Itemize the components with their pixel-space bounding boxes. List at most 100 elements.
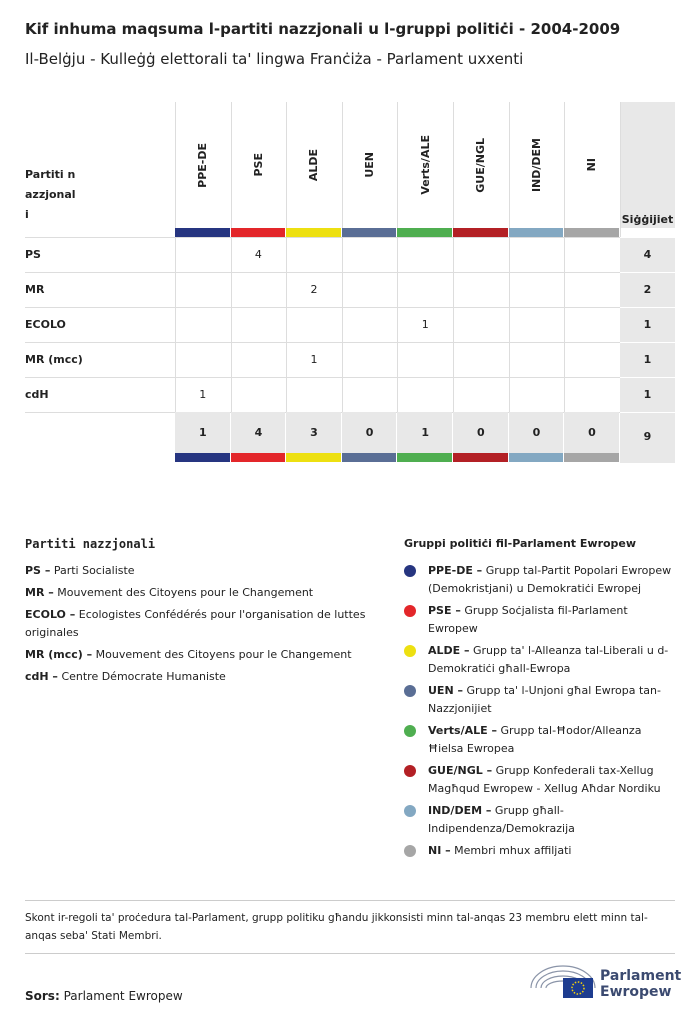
party-label: cdH [25, 388, 49, 401]
group-header: PSE [231, 102, 287, 228]
group-name: IND/DEM [529, 137, 543, 193]
logo-text: Parlament Ewropew [600, 968, 681, 1000]
legend-dot [404, 645, 416, 657]
color-strip [508, 453, 564, 462]
legend-dot [404, 565, 416, 577]
abbr: PS – [25, 564, 51, 577]
full-name: Mouvement des Citoyens pour le Changemen… [95, 648, 352, 661]
full-name: Grupp tal-Ħodor/Alleanza Ħielsa Ewropea [428, 724, 642, 755]
total-cell-bg [230, 412, 286, 453]
total-cell-bg [620, 342, 675, 377]
group-total: 0 [476, 426, 485, 439]
group-legend-item: UEN – Grupp ta' l-Unjoni għal Ewropa tan… [428, 682, 673, 718]
group-total: 0 [365, 426, 374, 439]
abbr: GUE/NGL – [428, 764, 493, 777]
total-cell-bg [564, 412, 619, 453]
legend-title: Partiti nazzjonali [25, 537, 156, 551]
color-strip [341, 228, 397, 237]
corner-label: Partiti nazzjonali [25, 168, 76, 221]
group-name: ALDE [307, 148, 321, 182]
abbr: PPE-DE – [428, 564, 483, 577]
group-legend-item: ALDE – Grupp ta' l-Alleanza tal-Liberali… [428, 642, 673, 678]
party-legend-item: PS – Parti Socialiste [25, 562, 385, 580]
color-strip [508, 228, 564, 237]
group-name: GUE/NGL [474, 137, 488, 193]
group-name: PSE [251, 153, 265, 177]
column-border [175, 102, 176, 412]
abbr: cdH – [25, 670, 58, 683]
group-total: 1 [421, 426, 430, 439]
row-total: 4 [643, 248, 652, 261]
row-line [25, 272, 620, 273]
color-strip [564, 228, 619, 237]
column-border [508, 102, 510, 412]
color-strip [453, 453, 508, 462]
legend-dot [404, 765, 416, 777]
row-total: 1 [643, 318, 652, 331]
legend-title: Gruppi politiċi fil-Parlament Ewropew [404, 537, 637, 550]
group-header: GUE/NGL [453, 102, 509, 228]
group-header: NI [564, 102, 620, 228]
full-name: Centre Démocrate Humaniste [61, 670, 226, 683]
abbr: ECOLO – [25, 608, 76, 621]
full-name: Grupp tal-Partit Popolari Ewropew (Demok… [428, 564, 672, 595]
group-legend-item: PPE-DE – Grupp tal-Partit Popolari Ewrop… [428, 562, 673, 598]
group-legend-item: NI – Membri mhux affiljati [428, 842, 673, 860]
total-cell-bg [620, 377, 675, 412]
full-name: Grupp għall-Indipendenza/Demokrazija [428, 804, 575, 835]
legend-dot [404, 685, 416, 697]
total-cell-bg [341, 412, 397, 453]
logo-line: Parlament [600, 968, 682, 984]
color-strip [230, 453, 286, 462]
group-header: UEN [342, 102, 398, 228]
group-legend-item: GUE/NGL – Grupp Konfederali tax-Xellug M… [428, 762, 673, 798]
source: Sors: Parlament Ewropew [25, 989, 183, 1003]
full-name: Grupp ta' l-Unjoni għal Ewropa tan-Nazzj… [428, 684, 661, 715]
row-line [25, 342, 620, 343]
total-cell-bg [453, 412, 508, 453]
color-strip [341, 453, 397, 462]
group-legend-item: IND/DEM – Grupp għall-Indipendenza/Demok… [428, 802, 673, 838]
full-name: Grupp Konfederali tax-Xellug Magħqud Ewr… [428, 764, 661, 795]
color-strip [397, 228, 452, 237]
party-legend-item: MR – Mouvement des Citoyens pour le Chan… [25, 584, 385, 602]
row-total: 1 [643, 388, 652, 401]
separator [25, 900, 675, 901]
row-line [25, 377, 620, 378]
full-name: Grupp ta' l-Alleanza tal-Liberali u d-De… [428, 644, 669, 675]
color-strip [286, 228, 341, 237]
abbr: NI – [428, 844, 451, 857]
seat-cell: 1 [310, 353, 318, 366]
row-line [25, 307, 620, 308]
seat-cell: 4 [254, 248, 262, 261]
source-label: Sors: [25, 989, 60, 1003]
source-text: Parlament Ewropew [63, 989, 183, 1003]
abbr: MR (mcc) – [25, 648, 93, 661]
seat-cell: 1 [421, 318, 429, 331]
group-name: PPE-DE [196, 142, 210, 188]
legend-dot [404, 805, 416, 817]
total-cell-bg [620, 307, 675, 342]
total-cell-bg [397, 412, 452, 453]
grand-total: 9 [643, 430, 652, 443]
seat-cell: 1 [199, 388, 207, 401]
group-name: NI [585, 158, 599, 172]
group-legend-item: PSE – Grupp Soċjalista fil-Parlament Ewr… [428, 602, 673, 638]
group-total: 1 [198, 426, 207, 439]
party-legend-item: MR (mcc) – Mouvement des Citoyens pour l… [25, 646, 385, 664]
logo-line: Ewropew [600, 984, 672, 1000]
color-strip [453, 228, 508, 237]
party-legend-item: cdH – Centre Démocrate Humaniste [25, 668, 385, 686]
group-header: Verts/ALE [397, 102, 453, 228]
full-name: Grupp Soċjalista fil-Parlament Ewropew [428, 604, 628, 635]
color-strip [397, 453, 452, 462]
separator [25, 953, 675, 954]
total-cell-bg [286, 412, 341, 453]
column-border [286, 102, 288, 412]
total-cell-bg [508, 412, 564, 453]
row-total: 1 [643, 353, 652, 366]
row-line [25, 237, 620, 238]
footnote: Skont ir-regoli ta' proċedura tal-Parlam… [25, 912, 648, 942]
full-name: Parti Socialiste [53, 564, 135, 577]
